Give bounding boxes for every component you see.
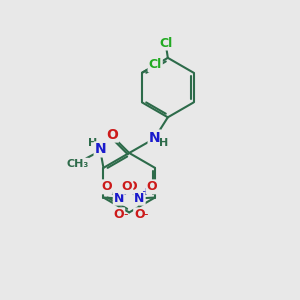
Text: N: N: [114, 192, 124, 205]
Text: N: N: [134, 192, 145, 205]
Text: N: N: [148, 130, 160, 145]
Text: CH₃: CH₃: [66, 159, 88, 169]
Text: H: H: [88, 138, 97, 148]
Text: -: -: [123, 208, 128, 221]
Text: Cl: Cl: [160, 37, 173, 50]
Text: O: O: [114, 208, 124, 221]
Text: O: O: [122, 180, 132, 194]
Text: O: O: [126, 180, 137, 194]
Text: Cl: Cl: [148, 58, 162, 71]
Text: H: H: [159, 139, 168, 148]
Text: O: O: [147, 180, 157, 194]
Text: O: O: [101, 180, 112, 194]
Text: +: +: [120, 187, 128, 196]
Text: N: N: [95, 142, 106, 156]
Text: O: O: [106, 128, 118, 142]
Text: -: -: [144, 208, 148, 221]
Text: +: +: [141, 187, 149, 196]
Text: O: O: [134, 208, 145, 221]
